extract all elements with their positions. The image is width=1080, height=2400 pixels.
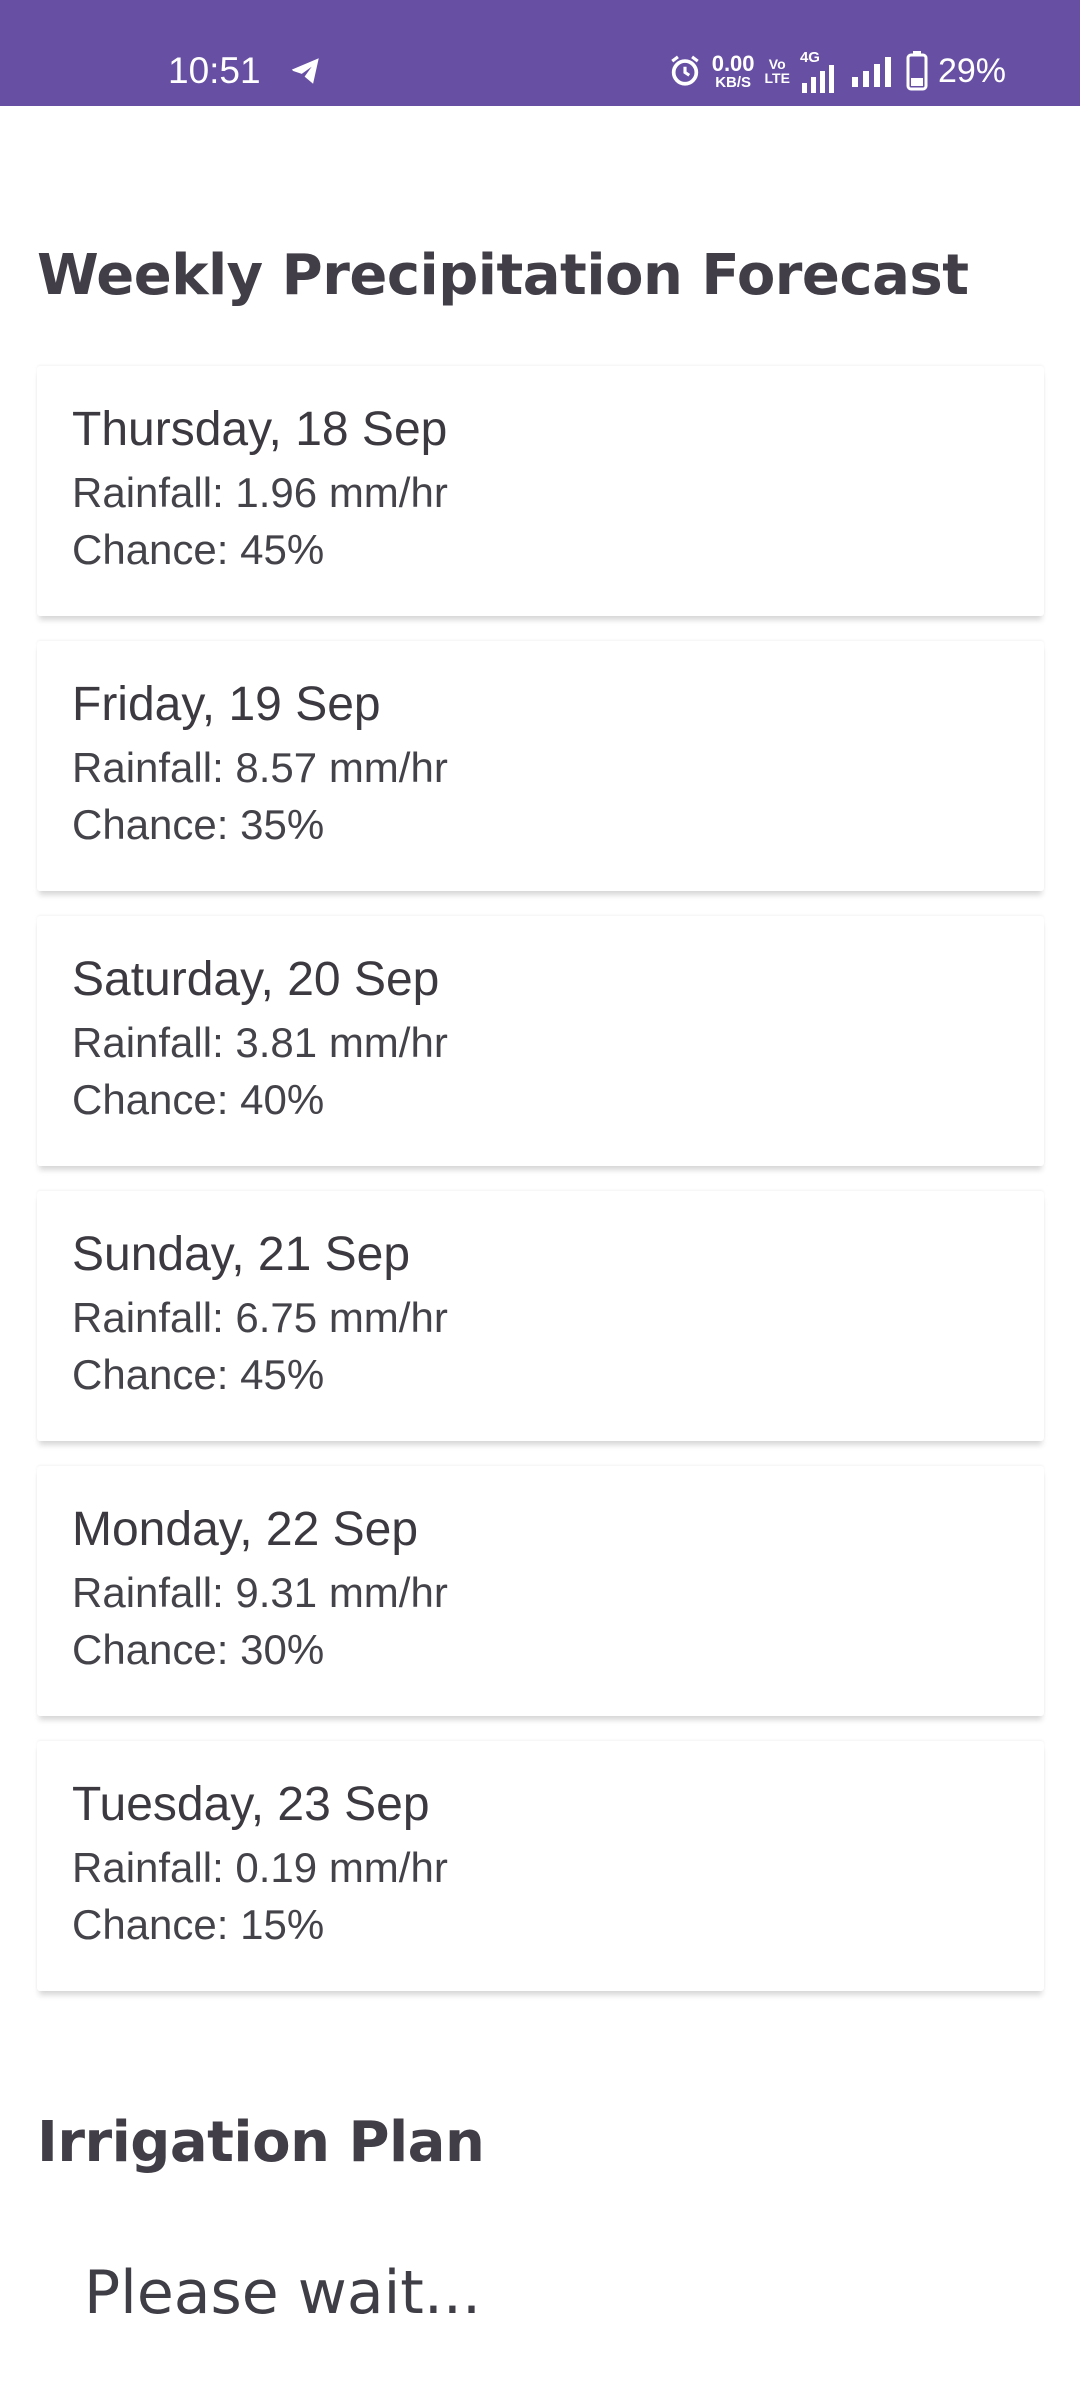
volte-top: Vo [768,56,786,72]
network-4g: 4G [800,50,840,93]
forecast-card: Monday, 22 Sep Rainfall: 9.31 mm/hr Chan… [37,1466,1044,1716]
net-speed-unit: KB/S [715,73,752,91]
forecast-chance: Chance: 45% [72,1351,325,1398]
battery-icon [906,51,928,91]
forecast-rainfall: Rainfall: 1.96 mm/hr [72,469,448,516]
forecast-card: Thursday, 18 Sep Rainfall: 1.96 mm/hr Ch… [37,366,1044,616]
forecast-list: Thursday, 18 Sep Rainfall: 1.96 mm/hr Ch… [37,366,1044,2016]
forecast-day: Thursday, 18 Sep [72,403,448,456]
forecast-chance: Chance: 15% [72,1901,325,1948]
forecast-card: Saturday, 20 Sep Rainfall: 3.81 mm/hr Ch… [37,916,1044,1166]
weekly-forecast-title: Weekly Precipitation Forecast [37,243,969,308]
forecast-day: Friday, 19 Sep [72,678,381,731]
status-time: 10:51 [168,50,261,91]
volte-bottom: LTE [764,70,790,86]
forecast-rainfall: Rainfall: 8.57 mm/hr [72,744,448,791]
forecast-rainfall: Rainfall: 6.75 mm/hr [72,1294,448,1341]
forecast-chance: Chance: 45% [72,526,325,573]
forecast-chance: Chance: 30% [72,1626,325,1673]
telegram-icon [291,58,319,84]
signal-icon [801,64,834,93]
forecast-day: Tuesday, 23 Sep [72,1778,430,1831]
net-speed-value: 0.00 [711,50,755,76]
loading-status: Please wait... [84,2258,482,2328]
signal-icon [851,57,891,87]
forecast-rainfall: Rainfall: 3.81 mm/hr [72,1019,448,1066]
forecast-chance: Chance: 35% [72,801,325,848]
status-bar: 10:51 0.00 KB/S Vo LTE 4G [0,0,1080,106]
alarm-icon [671,55,699,86]
network-speed: 0.00 KB/S [711,50,755,91]
battery-percentage: 29% [937,51,1006,90]
forecast-card: Tuesday, 23 Sep Rainfall: 0.19 mm/hr Cha… [37,1741,1044,1991]
status-icons: 0.00 KB/S Vo LTE 4G 29% [668,48,1006,94]
forecast-day: Saturday, 20 Sep [72,953,440,1006]
forecast-chance: Chance: 40% [72,1076,325,1123]
forecast-rainfall: Rainfall: 9.31 mm/hr [72,1569,448,1616]
forecast-card: Sunday, 21 Sep Rainfall: 6.75 mm/hr Chan… [37,1191,1044,1441]
volte-indicator: Vo LTE [765,57,790,85]
forecast-card: Friday, 19 Sep Rainfall: 8.57 mm/hr Chan… [37,641,1044,891]
forecast-rainfall: Rainfall: 0.19 mm/hr [72,1844,448,1891]
forecast-day: Monday, 22 Sep [72,1503,419,1556]
irrigation-plan-title: Irrigation Plan [37,2110,485,2175]
network-type: 4G [799,48,820,66]
forecast-day: Sunday, 21 Sep [72,1228,411,1281]
